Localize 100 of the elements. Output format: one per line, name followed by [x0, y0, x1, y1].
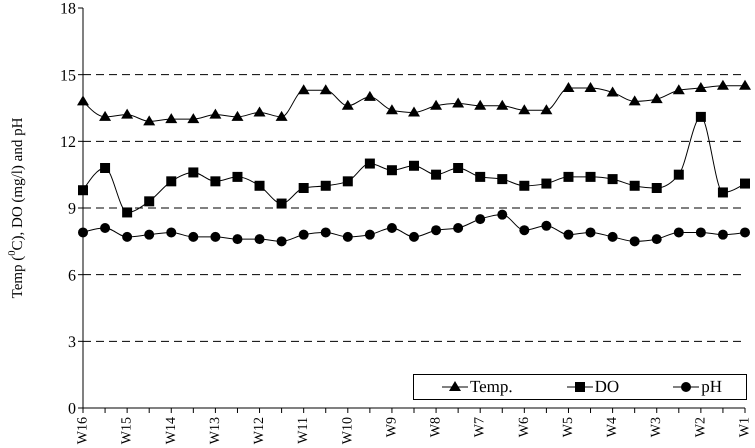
point [696, 112, 706, 122]
x-tick-label: W4 [605, 417, 620, 438]
point [276, 110, 288, 121]
point [452, 98, 464, 108]
point [298, 230, 309, 240]
point [254, 234, 265, 244]
point [143, 115, 156, 126]
x-tick-label: W9 [384, 417, 400, 438]
point [652, 183, 662, 193]
point [740, 178, 750, 189]
point [563, 172, 574, 182]
point [408, 106, 420, 116]
x-tick-label: W13 [208, 417, 223, 444]
point [674, 227, 684, 238]
point [519, 180, 530, 191]
y-tick-label: 18 [60, 0, 76, 18]
point [497, 210, 508, 220]
point [166, 227, 176, 238]
y-tick-label: 9 [68, 200, 76, 218]
point [541, 178, 552, 189]
y-tick-label: 15 [60, 67, 76, 84]
point [740, 227, 750, 238]
x-tick-label: W3 [649, 417, 664, 438]
point [276, 198, 287, 209]
point [608, 174, 618, 184]
x-tick-label: W12 [252, 417, 268, 444]
point [386, 165, 397, 176]
point [739, 80, 751, 90]
point [209, 108, 222, 119]
y-tick-label: 12 [60, 134, 76, 152]
point [608, 232, 618, 242]
legend-label: DO [594, 377, 620, 397]
point [474, 100, 486, 110]
point [342, 232, 353, 242]
point [232, 172, 242, 182]
x-tick-label: W15 [120, 417, 135, 444]
point [121, 108, 134, 119]
point [99, 110, 112, 121]
point [364, 90, 376, 101]
point [100, 223, 110, 233]
point [431, 225, 442, 236]
x-tick-label: W2 [693, 417, 708, 438]
point [696, 227, 706, 238]
point [254, 180, 265, 191]
point [166, 176, 176, 186]
point [496, 100, 508, 110]
point [320, 180, 331, 191]
point [453, 163, 464, 173]
point [541, 220, 552, 231]
point [187, 113, 200, 124]
point [144, 230, 154, 240]
point [210, 176, 220, 186]
y-tick-label: 3 [68, 334, 76, 352]
point [276, 236, 287, 246]
legend-label: pH [701, 377, 722, 397]
legend-label: Temp. [470, 377, 513, 397]
point [497, 174, 508, 184]
point [430, 100, 442, 110]
point [672, 84, 685, 94]
point [144, 196, 154, 206]
point [78, 185, 88, 196]
point [100, 163, 110, 173]
point [519, 225, 530, 236]
point [518, 104, 530, 114]
point [586, 227, 596, 238]
point [606, 86, 619, 96]
point [77, 95, 89, 106]
point [409, 232, 419, 242]
x-tick-label: W10 [340, 417, 356, 444]
x-tick-label: W6 [516, 417, 532, 438]
point [650, 93, 663, 104]
point [78, 227, 88, 238]
point [320, 227, 331, 238]
point [584, 82, 597, 92]
point [718, 187, 728, 198]
point [188, 167, 198, 178]
point [342, 176, 353, 186]
point [188, 232, 198, 242]
point [674, 170, 684, 180]
point [122, 207, 132, 218]
point [716, 80, 729, 90]
point [364, 158, 375, 169]
point [540, 104, 552, 114]
x-tick-label: W14 [164, 417, 179, 444]
point [298, 183, 309, 193]
point [386, 223, 397, 233]
point [475, 172, 486, 182]
x-tick-label: W1 [738, 417, 752, 438]
point [431, 170, 442, 180]
point [210, 232, 220, 242]
point [562, 82, 574, 92]
point [231, 110, 244, 121]
y-tick-label: 6 [68, 267, 76, 284]
point [718, 230, 728, 240]
point [298, 84, 310, 94]
point [475, 214, 486, 224]
point [453, 223, 464, 233]
point [586, 172, 596, 182]
point [165, 113, 178, 124]
x-tick-label: W11 [296, 417, 312, 444]
